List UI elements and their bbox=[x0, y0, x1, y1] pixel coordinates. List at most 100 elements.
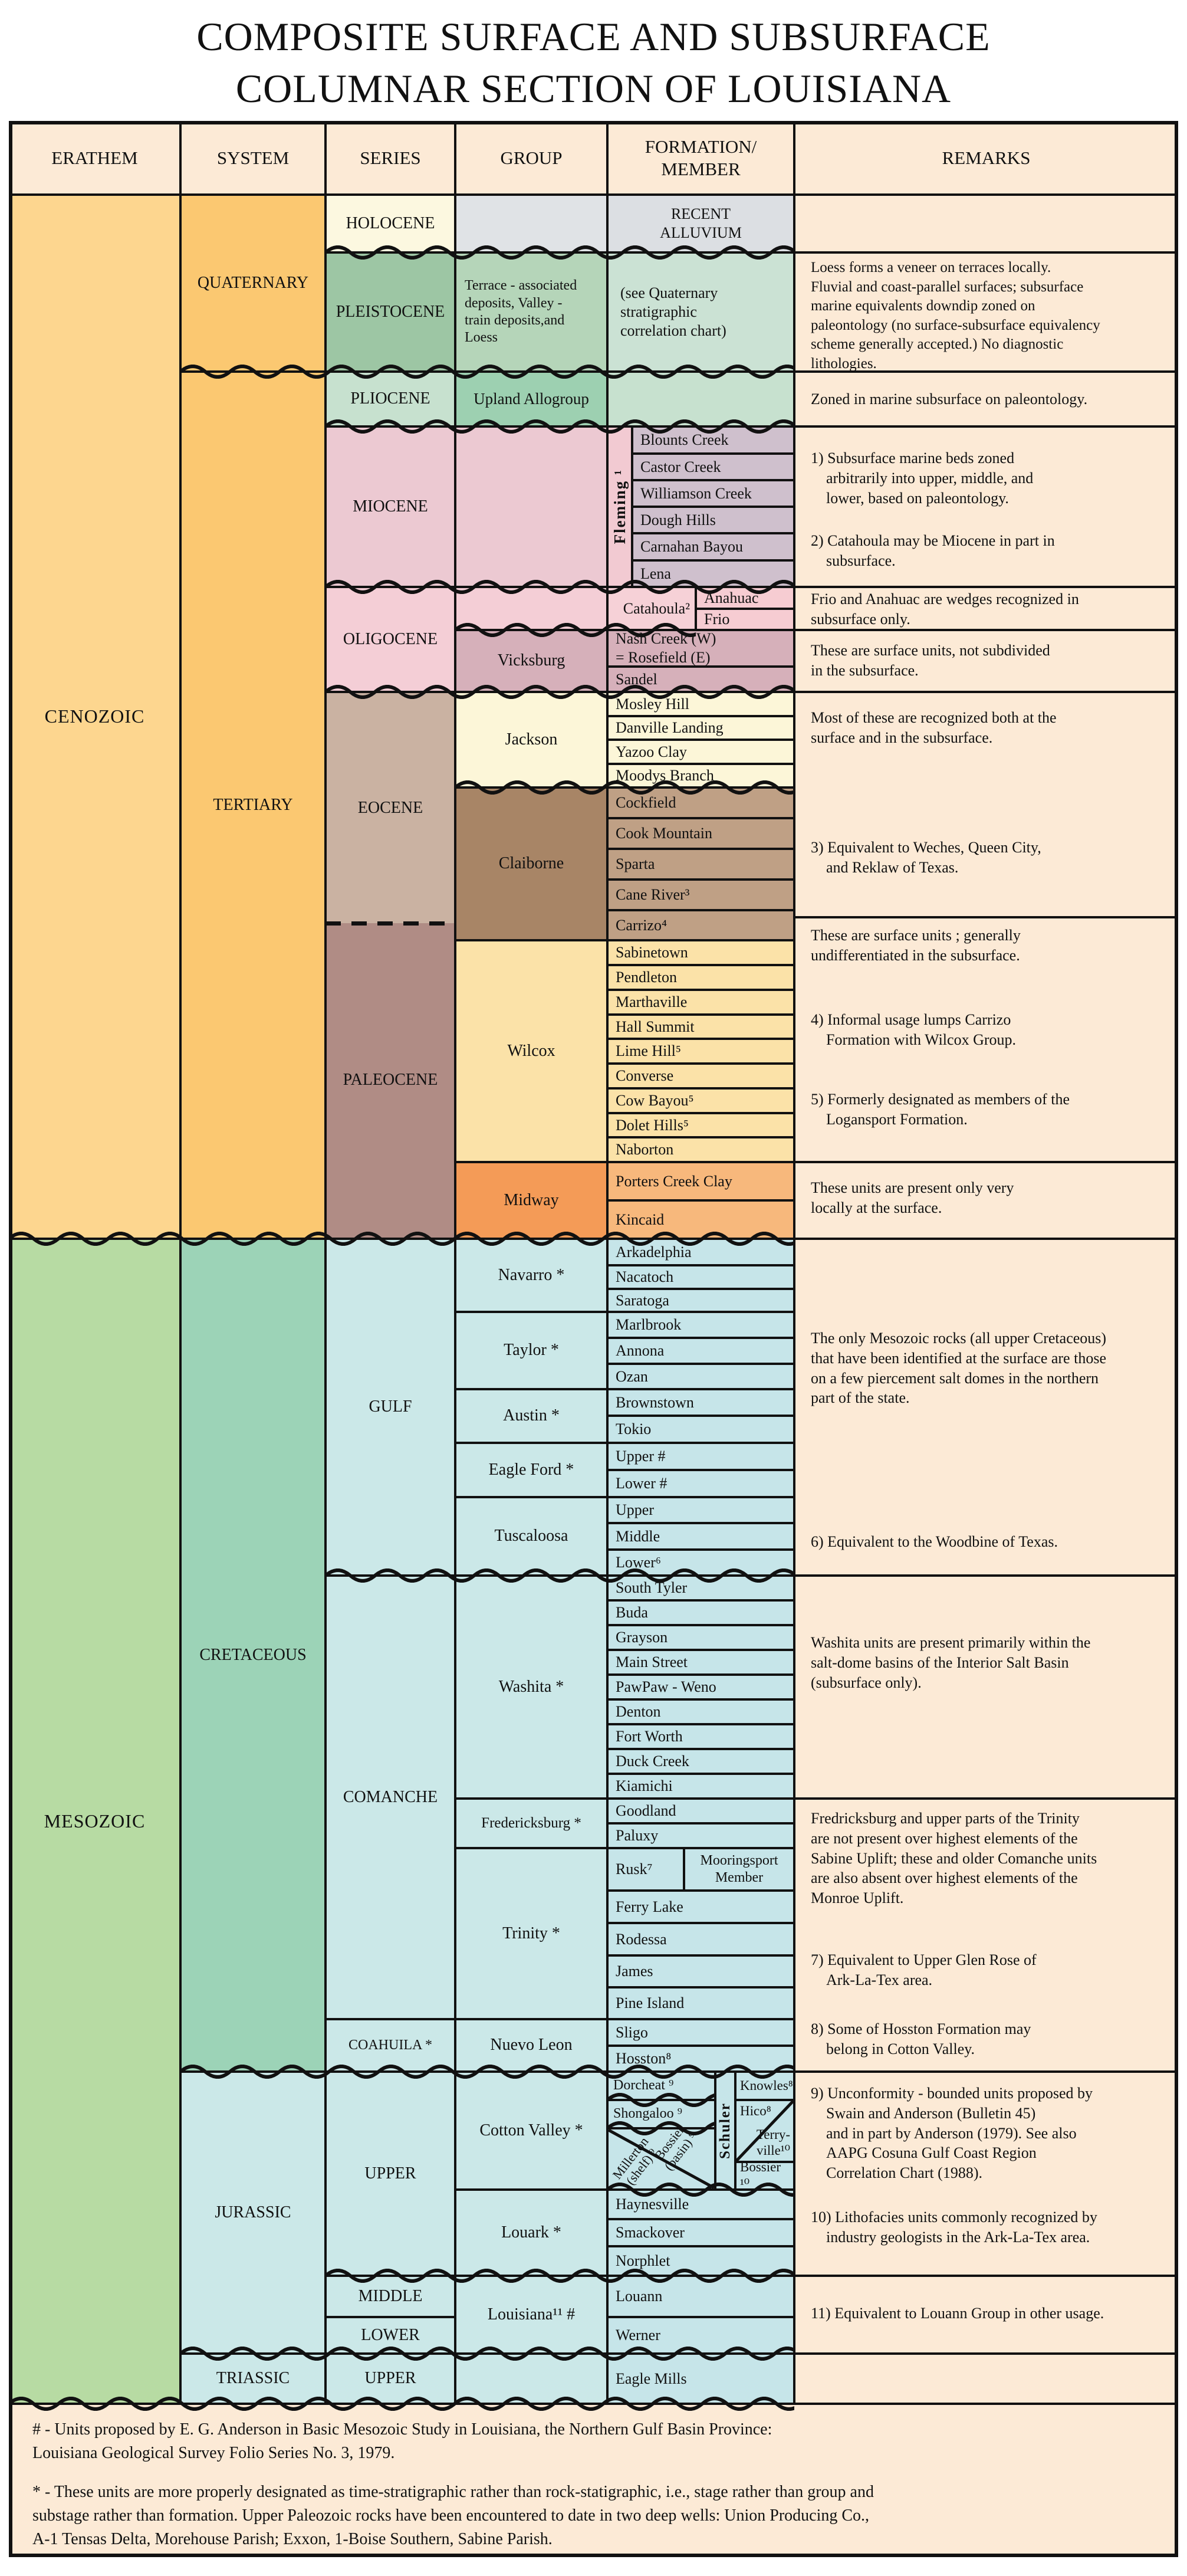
series-coahuila: COAHUILA * bbox=[325, 2019, 455, 2072]
remark-paragraph: The only Mesozoic rocks (all upper Creta… bbox=[811, 1330, 1107, 1407]
group-taylor: Taylor * bbox=[455, 1312, 607, 1389]
remarks-frio-anahuac: Frio and Anahuac are wedges recognized i… bbox=[794, 587, 1178, 630]
group-tuscaloosa: Tuscaloosa bbox=[455, 1497, 607, 1576]
member-terryville: Terry- ville¹⁰ bbox=[756, 2127, 790, 2158]
formation-werner: Werner bbox=[607, 2317, 794, 2354]
remark-paragraph: Loess forms a veneer on terraces locally… bbox=[811, 260, 1100, 372]
formation-dolet-hills: Dolet Hills⁵ bbox=[607, 1113, 794, 1137]
remark-paragraph: These are surface units ; generally undi… bbox=[811, 927, 1021, 964]
remark-paragraph: 1) Subsurface marine beds zoned arbitrar… bbox=[811, 449, 1034, 507]
formation-sandel: Sandel bbox=[607, 667, 794, 692]
series-gulf: GULF bbox=[325, 1239, 455, 1576]
series-paleocene: PALEOCENE bbox=[325, 923, 455, 1239]
series-jurassic-lower: LOWER bbox=[325, 2317, 455, 2354]
group-fleming-strip: Fleming ¹ bbox=[607, 426, 632, 587]
member-hico: Hico⁸ bbox=[740, 2104, 771, 2118]
footnotes-strip: # - Units proposed by E. G. Anderson in … bbox=[9, 2404, 1178, 2557]
formation-catahoula: Catahoula² bbox=[607, 587, 696, 630]
formation-nash-creek-rosefield: Nash Creek (W) = Rosefield (E) bbox=[607, 630, 794, 667]
formation-cane-river: Cane River³ bbox=[607, 880, 794, 910]
formation-carrizo: Carrizo⁴ bbox=[607, 910, 794, 940]
formation-lime-hill: Lime Hill⁵ bbox=[607, 1039, 794, 1064]
system-tertiary: TERTIARY bbox=[180, 372, 325, 1239]
group-upland-allogroup: Upland Allogroup bbox=[455, 372, 607, 426]
group-claiborne: Claiborne bbox=[455, 787, 607, 940]
formation-mosley-hill: Mosley Hill bbox=[607, 692, 794, 716]
title-line1: COMPOSITE SURFACE AND SUBSURFACE bbox=[196, 14, 991, 59]
formation-pliocene-blank bbox=[607, 372, 794, 426]
series-oligocene: OLIGOCENE bbox=[325, 587, 455, 692]
formation-annona: Annona bbox=[607, 1338, 794, 1364]
formation-ferry-lake: Ferry Lake bbox=[607, 1891, 794, 1923]
remarks-jackson-claiborne: Most of these are recognized both at the… bbox=[794, 692, 1178, 917]
group-austin: Austin * bbox=[455, 1389, 607, 1443]
formation-smackover: Smackover bbox=[607, 2219, 794, 2246]
group-wilcox: Wilcox bbox=[455, 940, 607, 1162]
remarks-holocene-empty bbox=[794, 195, 1178, 252]
system-cretaceous: CRETACEOUS bbox=[180, 1239, 325, 2072]
formation-duck-creek: Duck Creek bbox=[607, 1749, 794, 1774]
erathem-cenozoic: CENOZOIC bbox=[9, 195, 180, 1239]
formation-tuscaloosa-middle: Middle bbox=[607, 1523, 794, 1550]
title-line2: COLUMNAR SECTION OF LOUISIANA bbox=[235, 66, 952, 111]
formation-bossier: Bossier ¹⁰ bbox=[735, 2160, 794, 2191]
remarks-miocene: 1) Subsurface marine beds zoned arbitrar… bbox=[794, 426, 1178, 587]
group-navarro: Navarro * bbox=[455, 1239, 607, 1312]
formation-fort-worth: Fort Worth bbox=[607, 1724, 794, 1749]
remark-paragraph: These are surface units, not subdivided … bbox=[811, 642, 1050, 679]
remark-paragraph: These units are present only very locall… bbox=[811, 1179, 1014, 1216]
group-triassic-blank bbox=[455, 2354, 607, 2404]
formation-haynesville: Haynesville bbox=[607, 2190, 794, 2219]
formation-rodessa: Rodessa bbox=[607, 1923, 794, 1955]
header-formation-member: FORMATION/ MEMBER bbox=[607, 121, 794, 195]
formation-marlbrook: Marlbrook bbox=[607, 1312, 794, 1338]
system-triassic: TRIASSIC bbox=[180, 2354, 325, 2404]
remark-paragraph: Frio and Anahuac are wedges recognized i… bbox=[811, 590, 1079, 628]
formation-sparta: Sparta bbox=[607, 849, 794, 880]
formation-cook-mountain: Cook Mountain bbox=[607, 818, 794, 849]
formation-ozan: Ozan bbox=[607, 1364, 794, 1389]
header-system: SYSTEM bbox=[180, 121, 325, 195]
remark-paragraph: 3) Equivalent to Weches, Queen City, and… bbox=[811, 839, 1041, 876]
formation-pawpaw-weno: PawPaw - Weno bbox=[607, 1675, 794, 1699]
formation-knowles: Knowles⁸ bbox=[735, 2072, 794, 2100]
group-oligocene-blank bbox=[455, 587, 607, 630]
group-pleistocene-deposits: Terrace - associated deposits, Valley - … bbox=[455, 252, 607, 372]
header-remarks: REMARKS bbox=[794, 121, 1178, 195]
diagonal-divider-right bbox=[735, 2100, 794, 2162]
member-mooringsport: Mooringsport Member bbox=[684, 1848, 794, 1891]
footnote-hash: # - Units proposed by E. G. Anderson in … bbox=[32, 2420, 772, 2462]
member-carnahan-bayou: Carnahan Bayou bbox=[632, 533, 794, 560]
group-louark: Louark * bbox=[455, 2190, 607, 2276]
group-schuler-label: Schuler bbox=[716, 2102, 733, 2159]
formation-kincaid: Kincaid bbox=[607, 1200, 794, 1239]
series-eocene: EOCENE bbox=[325, 692, 455, 923]
group-miocene-blank bbox=[455, 426, 607, 587]
group-nuevo-leon: Nuevo Leon bbox=[455, 2019, 607, 2072]
remark-paragraph: Washita units are present primarily with… bbox=[811, 1634, 1091, 1691]
formation-brownstown: Brownstown bbox=[607, 1389, 794, 1416]
formation-paluxy: Paluxy bbox=[607, 1823, 794, 1848]
remark-paragraph: 7) Equivalent to Upper Glen Rose of Ark-… bbox=[811, 1951, 1037, 1988]
remarks-vicksburg: These are surface units, not subdivided … bbox=[794, 630, 1178, 692]
formation-james: James bbox=[607, 1955, 794, 1987]
erathem-mesozoic: MESOZOIC bbox=[9, 1239, 180, 2404]
series-comanche: COMANCHE bbox=[325, 1576, 455, 2019]
formation-louann: Louann bbox=[607, 2276, 794, 2317]
remarks-louann: 11) Equivalent to Louann Group in other … bbox=[794, 2276, 1178, 2354]
header-erathem: ERATHEM bbox=[9, 121, 180, 195]
formation-hall-summit: Hall Summit bbox=[607, 1015, 794, 1039]
series-pliocene: PLIOCENE bbox=[325, 372, 455, 426]
series-pleistocene: PLEISTOCENE bbox=[325, 252, 455, 372]
formation-moodys-branch: Moodys Branch bbox=[607, 764, 794, 787]
member-williamson-creek: Williamson Creek bbox=[632, 480, 794, 507]
system-quaternary: QUATERNARY bbox=[180, 195, 325, 372]
series-miocene: MIOCENE bbox=[325, 426, 455, 587]
remark-paragraph: 4) Informal usage lumps Carrizo Formatio… bbox=[811, 1011, 1017, 1048]
formation-buda: Buda bbox=[607, 1600, 794, 1625]
formation-hosston: Hosston⁸ bbox=[607, 2046, 794, 2072]
header-group: GROUP bbox=[455, 121, 607, 195]
series-jurassic-upper: UPPER bbox=[325, 2072, 455, 2276]
formation-rusk: Rusk⁷ bbox=[607, 1848, 684, 1891]
series-triassic-upper: UPPER bbox=[325, 2354, 455, 2404]
